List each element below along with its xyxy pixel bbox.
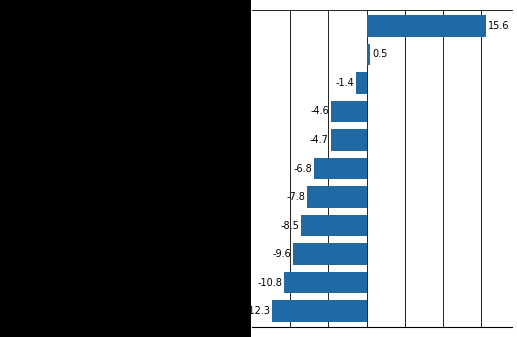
Bar: [301, 215, 367, 236]
Text: -10.8: -10.8: [257, 278, 282, 288]
Bar: [284, 272, 367, 293]
Bar: [314, 158, 367, 179]
Bar: [330, 129, 367, 151]
Bar: [367, 44, 370, 65]
Text: -9.6: -9.6: [272, 249, 291, 259]
Text: -4.7: -4.7: [310, 135, 329, 145]
Text: 0.5: 0.5: [372, 49, 388, 59]
Text: -12.3: -12.3: [246, 306, 270, 316]
Text: -7.8: -7.8: [286, 192, 305, 202]
Bar: [307, 186, 367, 208]
Bar: [331, 101, 367, 122]
Text: -6.8: -6.8: [294, 163, 313, 174]
Text: -4.6: -4.6: [311, 106, 329, 116]
Bar: [272, 301, 367, 322]
Text: 15.6: 15.6: [488, 21, 509, 31]
Bar: [367, 15, 486, 36]
Bar: [356, 72, 367, 94]
Text: -1.4: -1.4: [335, 78, 354, 88]
Text: -8.5: -8.5: [281, 221, 299, 231]
Bar: [293, 243, 367, 265]
